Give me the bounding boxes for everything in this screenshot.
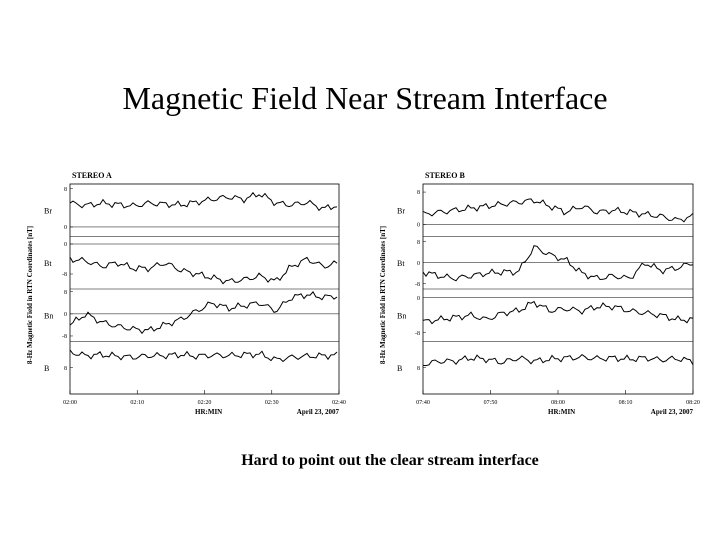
stereo-b-bt-tick: 8 — [417, 240, 420, 246]
stereo-b-bt-trace — [422, 245, 694, 282]
stereo-a-ylabel: 8-Hz Magnetic Field in RTN Coordinates [… — [26, 226, 34, 364]
stereo-b-x-tick-label: 07:40 — [416, 400, 430, 406]
stereo-a-b-label: B — [44, 364, 49, 373]
caption: Hard to point out the clear stream inter… — [241, 452, 539, 469]
stereo-a-date-label: April 23, 2007 — [297, 408, 340, 416]
stereo-b-bt-tick: -8 — [415, 282, 420, 288]
slide-title: Magnetic Field Near Stream Interface — [122, 80, 608, 116]
stereo-b-xlabel: HR:MIN — [548, 408, 575, 416]
stereo-a-b-tick: 8 — [64, 366, 67, 372]
stereo-a-bt-tick: -8 — [62, 272, 67, 278]
stereo-b-x-tick-label: 08:00 — [551, 400, 565, 406]
stereo-b-b-trace — [422, 353, 694, 367]
stereo-b-date-label: April 23, 2007 — [651, 408, 694, 416]
stereo-a-bt-trace — [69, 256, 338, 285]
stereo-b-br-trace — [422, 198, 694, 223]
stereo-a-title: STEREO A — [72, 171, 112, 180]
stereo-a-b-trace — [69, 349, 338, 363]
stereo-a-bn-label: Bn — [44, 311, 53, 320]
stereo-b-chart: STEREO B 8-Hz Magnetic Field in RTN Coord… — [379, 171, 700, 416]
stereo-b-ylabel: 8-Hz Magnetic Field in RTN Coordinates [… — [379, 226, 387, 364]
stereo-b-x-tick-label: 08:10 — [619, 400, 633, 406]
stereo-a-br-tick: 8 — [64, 187, 67, 193]
stereo-a-x-tick-label: 02:10 — [130, 400, 144, 406]
stereo-a-x-tick-label: 02:20 — [198, 400, 212, 406]
stereo-a-bn-trace — [69, 291, 338, 335]
stereo-b-bt-label: Bt — [397, 259, 405, 268]
stereo-b-bn-label: Bn — [397, 311, 406, 320]
stereo-a-bn-tick: 0 — [64, 312, 67, 318]
stereo-b-bn-tick: -8 — [415, 331, 420, 337]
stereo-b-x-tick-label: 07:50 — [484, 400, 498, 406]
stereo-b-x-tick-label: 08:20 — [686, 400, 700, 406]
stereo-b-b-tick: 8 — [417, 366, 420, 372]
stereo-b-b-label: B — [397, 364, 402, 373]
stereo-b-title: STEREO B — [425, 171, 465, 180]
stereo-a-x-tick-label: 02:00 — [63, 400, 77, 406]
stereo-a-chart: STEREO A 8-Hz Magnetic Field in RTN Coord… — [26, 171, 346, 416]
stereo-b-bt-tick: 0 — [417, 261, 420, 267]
stereo-a-bt-label: Bt — [44, 259, 52, 268]
stereo-b-br-tick: 8 — [417, 190, 420, 196]
stereo-a-x-tick-label: 02:30 — [265, 400, 279, 406]
stereo-a-bn-tick: -8 — [62, 334, 67, 340]
stereo-a-br-tick: 0 — [64, 225, 67, 231]
stereo-b-br-label: Br — [397, 206, 405, 215]
stereo-b-bn-trace — [422, 300, 694, 325]
stereo-b-bn-tick: 0 — [417, 296, 420, 302]
stereo-a-br-label: Br — [44, 206, 52, 215]
stereo-a-bn-tick: 8 — [64, 290, 67, 296]
stereo-a-x-tick-label: 02:40 — [332, 400, 346, 406]
stereo-a-xlabel: HR:MIN — [195, 408, 222, 416]
stereo-a-bt-tick: 0 — [64, 242, 67, 248]
stereo-a-br-trace — [69, 191, 338, 212]
stereo-b-br-tick: 0 — [417, 222, 420, 228]
